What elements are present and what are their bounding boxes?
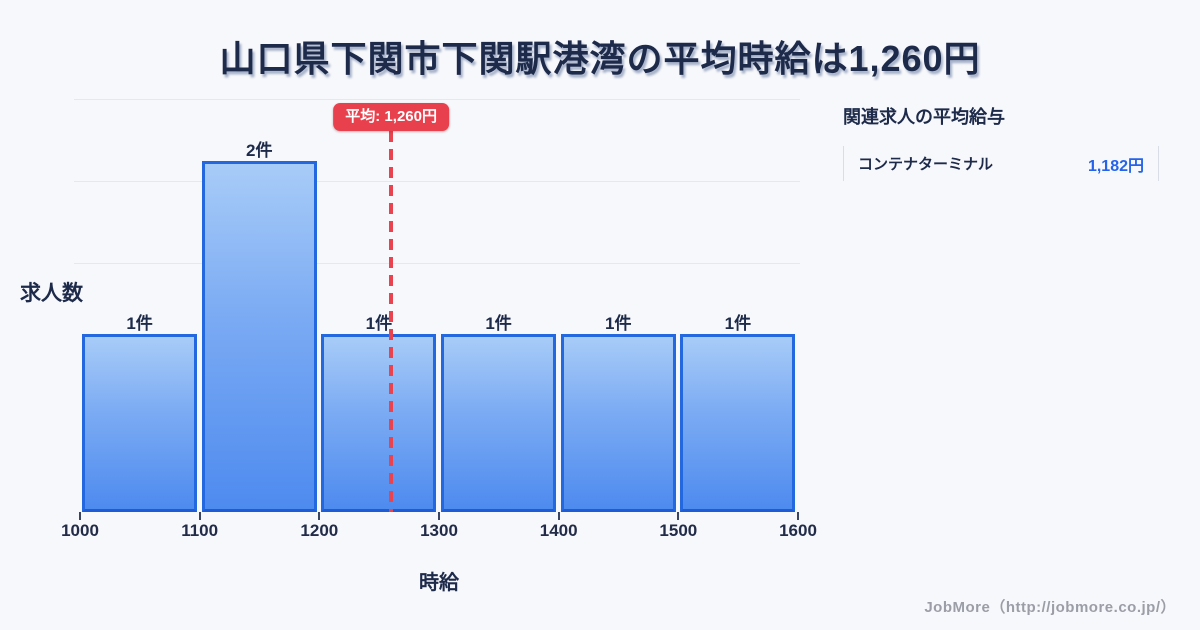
related-jobs-heading: 関連求人の平均給与	[843, 107, 1005, 127]
x-tick-mark	[797, 512, 799, 520]
x-tick-label: 1000	[61, 521, 99, 540]
histogram-bar	[560, 334, 676, 512]
y-axis-label: 求人数	[20, 282, 83, 305]
related-job-label: コンテナターミナル	[858, 156, 994, 173]
bar-value-label: 1件	[605, 314, 632, 333]
average-badge: 平均: 1,260円	[333, 103, 449, 131]
related-job-value: 1,182円	[1087, 157, 1144, 175]
x-tick-label: 1600	[779, 521, 817, 540]
bar-value-label: 2件	[246, 141, 273, 160]
x-tick-mark	[318, 512, 321, 520]
related-job-row: コンテナターミナル 1,182円	[843, 146, 1159, 181]
x-axis-label: 時給	[419, 572, 459, 594]
histogram-bar	[201, 161, 317, 512]
x-tick-label: 1400	[539, 521, 578, 540]
chart-area: 1件 2件 1件 1件 1件 1件 1000 1100 1200 1300 1400 1500 160…	[61, 0, 817, 630]
x-tick-label: 1300	[420, 521, 458, 540]
page-title: 山口県下関市下関駅港湾の平均時給は1,260円	[219, 38, 981, 79]
x-tick-mark	[557, 512, 560, 520]
bar-value-label: 1件	[126, 314, 153, 333]
x-tick-mark	[677, 512, 680, 520]
histogram-bar	[321, 334, 437, 512]
x-tick-mark	[79, 512, 81, 520]
x-tick-mark	[198, 512, 201, 520]
x-tick-label: 1100	[181, 521, 219, 540]
histogram-bar	[441, 334, 557, 512]
footer-credit: JobMore（http://jobmore.co.jp/）	[924, 599, 1176, 616]
bar-value-label: 1件	[365, 314, 393, 333]
bar-value-label: 1件	[485, 314, 512, 333]
bar-value-label: 1件	[724, 314, 752, 333]
histogram-bar	[680, 334, 796, 512]
gridline	[74, 99, 800, 100]
average-line	[389, 131, 394, 512]
x-tick-label: 1200	[300, 521, 339, 540]
gridline	[74, 263, 800, 264]
x-tick-mark	[438, 512, 440, 520]
histogram-bar	[82, 334, 198, 512]
x-tick-label: 1500	[659, 521, 698, 540]
gridline	[74, 181, 800, 182]
